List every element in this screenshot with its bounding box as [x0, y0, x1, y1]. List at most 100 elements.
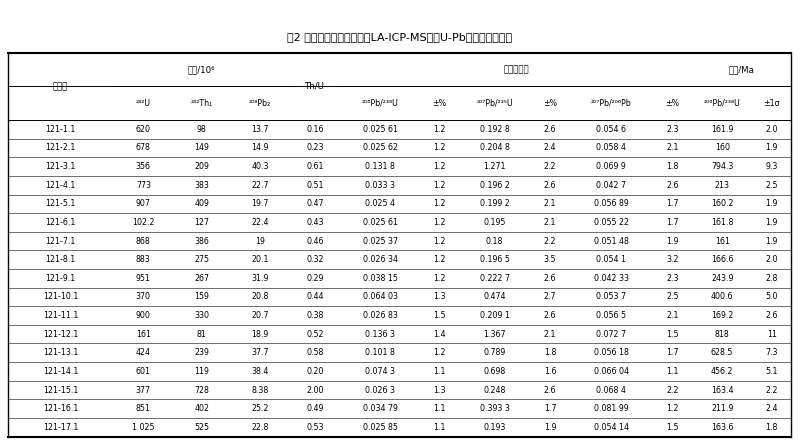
Text: 1.8: 1.8: [666, 162, 679, 171]
Text: 160: 160: [714, 143, 729, 153]
Text: 1.2: 1.2: [433, 348, 445, 357]
Text: 2.5: 2.5: [666, 292, 679, 302]
Text: 121-12.1: 121-12.1: [43, 330, 78, 339]
Text: 0.025 85: 0.025 85: [363, 423, 398, 432]
Text: 1.9: 1.9: [666, 236, 679, 246]
Text: 11: 11: [767, 330, 777, 339]
Text: 121-13.1: 121-13.1: [43, 348, 78, 357]
Text: 121-2.1: 121-2.1: [46, 143, 76, 153]
Text: 含量/10⁶: 含量/10⁶: [188, 65, 216, 74]
Text: 0.47: 0.47: [307, 199, 324, 208]
Text: 0.51: 0.51: [307, 181, 324, 190]
Text: 160.2: 160.2: [711, 199, 733, 208]
Text: 0.474: 0.474: [483, 292, 506, 302]
Text: 14.9: 14.9: [252, 143, 268, 153]
Text: 0.209 1: 0.209 1: [479, 311, 510, 320]
Text: 275: 275: [194, 255, 209, 264]
Text: 22.4: 22.4: [252, 218, 268, 227]
Text: 2.6: 2.6: [666, 181, 679, 190]
Text: 0.054 1: 0.054 1: [596, 255, 626, 264]
Text: 159: 159: [194, 292, 209, 302]
Text: 1.8: 1.8: [765, 423, 778, 432]
Text: 0.196 2: 0.196 2: [479, 181, 510, 190]
Text: 1.2: 1.2: [666, 404, 679, 413]
Text: 0.49: 0.49: [307, 404, 324, 413]
Text: 22.8: 22.8: [252, 423, 268, 432]
Text: 5.1: 5.1: [765, 367, 778, 376]
Text: 9.3: 9.3: [765, 162, 778, 171]
Text: ²⁰⁶Pb/²³⁸U: ²⁰⁶Pb/²³⁸U: [704, 99, 741, 108]
Text: 0.23: 0.23: [307, 143, 324, 153]
Text: 0.789: 0.789: [483, 348, 506, 357]
Text: 表2 朱溪钨铜矿床闪长玢岩LA-ICP-MS锆石U-Pb同位素测年结果: 表2 朱溪钨铜矿床闪长玢岩LA-ICP-MS锆石U-Pb同位素测年结果: [287, 32, 512, 42]
Text: 161.8: 161.8: [711, 218, 733, 227]
Text: 0.051 48: 0.051 48: [594, 236, 629, 246]
Text: 0.193: 0.193: [483, 423, 506, 432]
Text: 1.7: 1.7: [666, 348, 679, 357]
Text: 1.9: 1.9: [765, 236, 778, 246]
Text: 1.9: 1.9: [765, 218, 778, 227]
Text: 0.43: 0.43: [307, 218, 324, 227]
Text: 0.038 15: 0.038 15: [363, 274, 398, 283]
Text: 0.058 4: 0.058 4: [596, 143, 626, 153]
Text: 728: 728: [194, 385, 209, 395]
Text: 2.1: 2.1: [666, 311, 679, 320]
Text: 851: 851: [136, 404, 151, 413]
Text: 31.9: 31.9: [252, 274, 268, 283]
Text: 0.066 04: 0.066 04: [594, 367, 629, 376]
Text: 0.056 18: 0.056 18: [594, 348, 629, 357]
Text: 868: 868: [136, 236, 151, 246]
Text: 0.054 14: 0.054 14: [594, 423, 629, 432]
Text: 13.7: 13.7: [252, 125, 268, 134]
Text: 678: 678: [136, 143, 151, 153]
Text: 0.16: 0.16: [307, 125, 324, 134]
Text: 1.7: 1.7: [666, 199, 679, 208]
Text: 386: 386: [194, 236, 209, 246]
Text: 1.3: 1.3: [433, 292, 445, 302]
Text: 0.196 5: 0.196 5: [479, 255, 510, 264]
Text: 25.2: 25.2: [252, 404, 268, 413]
Text: 163.4: 163.4: [711, 385, 733, 395]
Text: 0.033 3: 0.033 3: [365, 181, 396, 190]
Text: 1.9: 1.9: [765, 199, 778, 208]
Text: 2.4: 2.4: [765, 404, 778, 413]
Text: 0.042 7: 0.042 7: [596, 181, 626, 190]
Text: 5.0: 5.0: [765, 292, 778, 302]
Text: 0.698: 0.698: [483, 367, 506, 376]
Text: 19: 19: [255, 236, 265, 246]
Text: 402: 402: [194, 404, 209, 413]
Text: 0.101 8: 0.101 8: [365, 348, 396, 357]
Text: 0.248: 0.248: [483, 385, 506, 395]
Text: 0.199 2: 0.199 2: [479, 199, 510, 208]
Text: 0.44: 0.44: [307, 292, 324, 302]
Text: 3.5: 3.5: [544, 255, 556, 264]
Text: 0.131 8: 0.131 8: [365, 162, 396, 171]
Text: 0.393 3: 0.393 3: [479, 404, 510, 413]
Text: 0.025 4: 0.025 4: [365, 199, 396, 208]
Text: ²³²U: ²³²U: [136, 99, 151, 108]
Text: 951: 951: [136, 274, 151, 283]
Text: 2.0: 2.0: [765, 255, 778, 264]
Text: 1.4: 1.4: [433, 330, 445, 339]
Text: 370: 370: [136, 292, 151, 302]
Text: 907: 907: [136, 199, 151, 208]
Text: 161.9: 161.9: [711, 125, 733, 134]
Text: 0.025 61: 0.025 61: [363, 125, 398, 134]
Text: 0.18: 0.18: [486, 236, 503, 246]
Text: 0.32: 0.32: [307, 255, 324, 264]
Text: 3.2: 3.2: [666, 255, 679, 264]
Text: ±%: ±%: [666, 99, 680, 108]
Text: 356: 356: [136, 162, 151, 171]
Text: 409: 409: [194, 199, 209, 208]
Text: 0.081 99: 0.081 99: [594, 404, 629, 413]
Text: 18.9: 18.9: [252, 330, 268, 339]
Text: 121-11.1: 121-11.1: [43, 311, 78, 320]
Text: 0.068 4: 0.068 4: [596, 385, 626, 395]
Text: ±%: ±%: [432, 99, 446, 108]
Text: 测点号: 测点号: [53, 82, 68, 91]
Text: 102.2: 102.2: [132, 218, 154, 227]
Text: 456.2: 456.2: [711, 367, 733, 376]
Text: 19.7: 19.7: [252, 199, 268, 208]
Text: 2.6: 2.6: [544, 125, 556, 134]
Text: 8.38: 8.38: [252, 385, 268, 395]
